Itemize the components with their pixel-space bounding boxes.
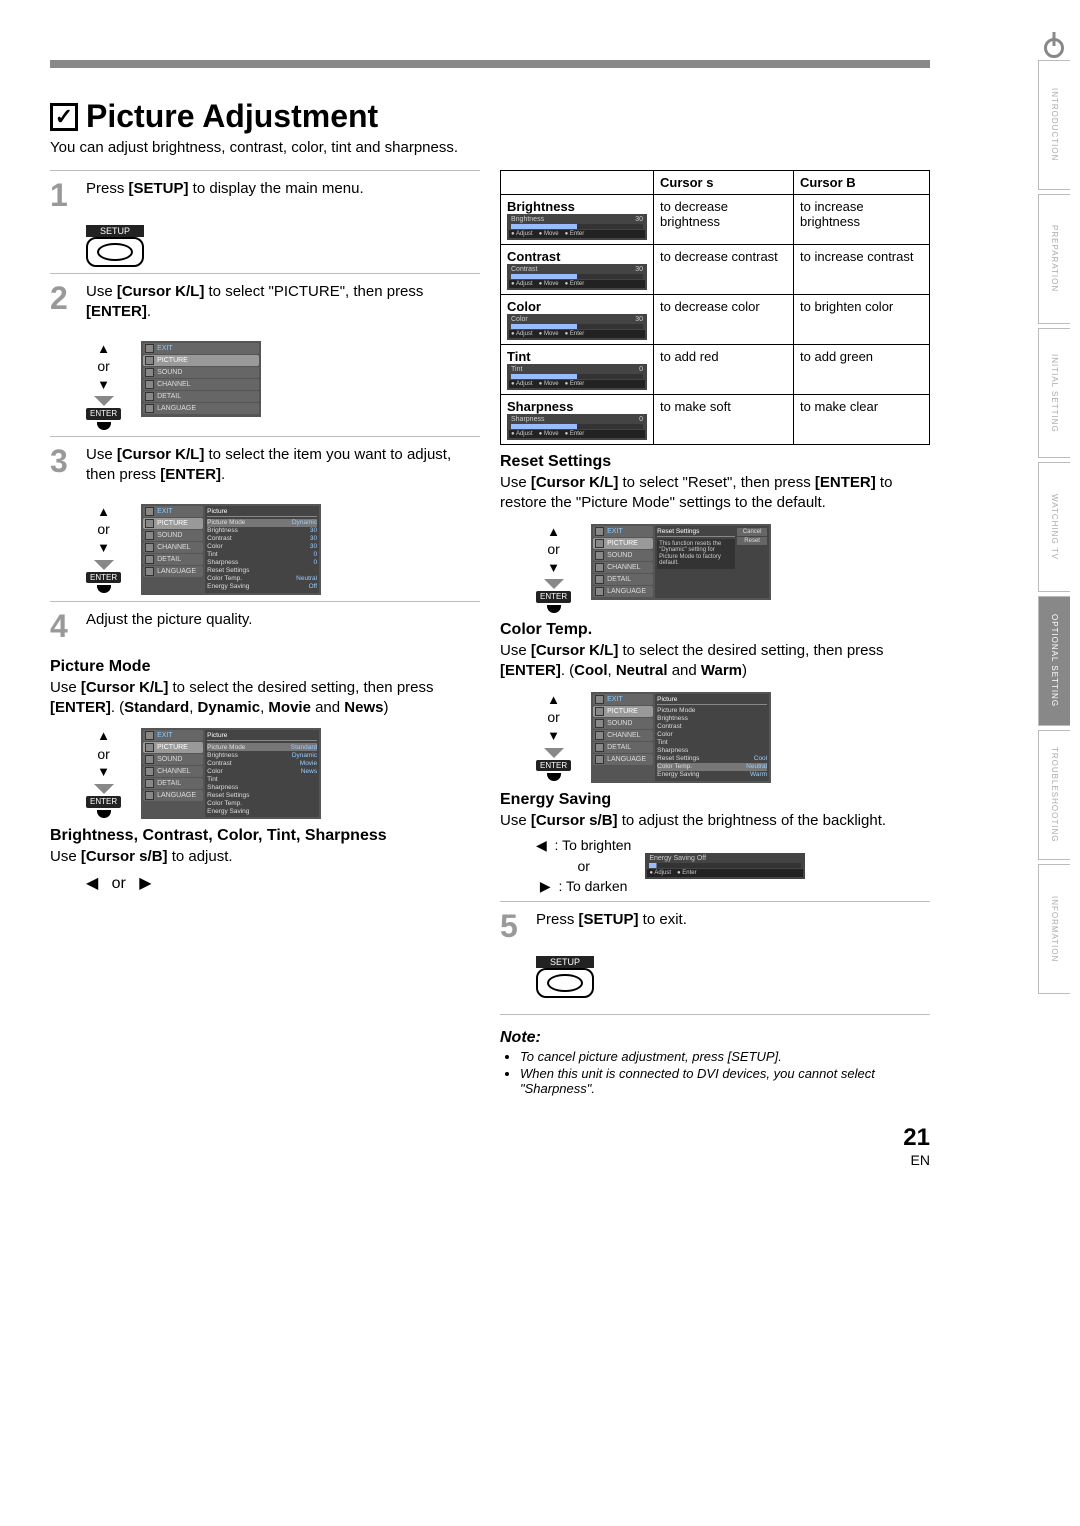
brightness-s: to decrease brightness bbox=[654, 195, 794, 245]
row-color-name: Color bbox=[507, 299, 541, 314]
contrast-b: to increase contrast bbox=[794, 245, 930, 295]
brightness-b: to increase brightness bbox=[794, 195, 930, 245]
bcts-text: Use [Cursor s/B] to adjust. bbox=[50, 847, 480, 867]
energy-or: or bbox=[577, 858, 589, 874]
tab-initial-setting[interactable]: INITIAL SETTING bbox=[1038, 328, 1070, 458]
cursor-arrows-3: ▲or▼ ENTER bbox=[86, 728, 121, 818]
adjust-table: Cursor s Cursor B Brightness Brightness3… bbox=[500, 170, 930, 445]
down-triangle-icon: ▼ bbox=[97, 377, 110, 393]
tab-optional-setting[interactable]: OPTIONAL SETTING bbox=[1038, 596, 1070, 726]
left-column: 1 Press [SETUP] to display the main menu… bbox=[50, 170, 480, 1098]
reset-cancel: Cancel bbox=[737, 528, 767, 536]
page-title: Picture Adjustment bbox=[86, 98, 378, 135]
tab-preparation[interactable]: PREPARATION bbox=[1038, 194, 1070, 324]
step-num-4: 4 bbox=[50, 610, 76, 642]
osd-picture-menu: EXIT PICTURE SOUND CHANNEL DETAIL LANGUA… bbox=[141, 504, 321, 595]
tint-bar: Tint0 AdjustMoveEnter bbox=[507, 364, 647, 390]
setup-label: SETUP bbox=[86, 225, 144, 237]
osd-picture-header: Picture bbox=[207, 508, 317, 517]
tint-b: to add green bbox=[794, 345, 930, 395]
energy-arrows: ◀ : To brighten or ▶ : To darken bbox=[536, 837, 631, 895]
enter-label: ENTER bbox=[86, 408, 121, 420]
reset-reset: Reset bbox=[737, 537, 767, 545]
brightness-bar: Brightness30 AdjustMoveEnter bbox=[507, 214, 647, 240]
row-tint-name: Tint bbox=[507, 349, 531, 364]
reset-osd-title: Reset Settings bbox=[657, 528, 735, 537]
setup-oval-icon bbox=[86, 237, 144, 267]
col-cursor-b: Cursor B bbox=[794, 171, 930, 195]
row-contrast-name: Contrast bbox=[507, 249, 560, 264]
note-1: To cancel picture adjustment, press [SET… bbox=[520, 1049, 930, 1064]
row-sharpness-name: Sharpness bbox=[507, 399, 573, 414]
osd-main-menu: EXIT PICTURE SOUND CHANNEL DETAIL LANGUA… bbox=[141, 341, 261, 417]
check-icon: ✓ bbox=[50, 103, 78, 131]
tab-watching-tv[interactable]: WATCHING TV bbox=[1038, 462, 1070, 592]
tab-troubleshooting[interactable]: TROUBLESHOOTING bbox=[1038, 730, 1070, 860]
osd-sound: SOUND bbox=[157, 369, 182, 376]
intro-text: You can adjust brightness, contrast, col… bbox=[50, 139, 930, 156]
contrast-bar: Contrast30 AdjustMoveEnter bbox=[507, 264, 647, 290]
osd-exit: EXIT bbox=[157, 345, 173, 352]
cursor-arrows-4: ▲or▼ ENTER bbox=[536, 524, 571, 614]
enter-knob-icon bbox=[97, 422, 111, 430]
color-temp-heading: Color Temp. bbox=[500, 621, 930, 639]
contrast-s: to decrease contrast bbox=[654, 245, 794, 295]
energy-text: Use [Cursor s/B] to adjust the brightnes… bbox=[500, 811, 930, 831]
lr-arrows: ◀ or ▶ bbox=[86, 873, 480, 893]
cursor-arrows-2: ▲or▼ ENTER bbox=[86, 504, 121, 594]
right-column: Cursor s Cursor B Brightness Brightness3… bbox=[500, 170, 930, 1098]
tint-s: to add red bbox=[654, 345, 794, 395]
osd-reset: EXIT PICTURE SOUND CHANNEL DETAIL LANGUA… bbox=[591, 524, 771, 600]
bcts-heading: Brightness, Contrast, Color, Tint, Sharp… bbox=[50, 827, 480, 845]
note-heading: Note: bbox=[500, 1029, 930, 1047]
osd-picture-mode: EXIT PICTURE SOUND CHANNEL DETAIL LANGUA… bbox=[141, 728, 321, 819]
osd-picture: PICTURE bbox=[157, 357, 188, 364]
setup-button-graphic-2: SETUP bbox=[536, 956, 594, 1004]
header-rule bbox=[50, 60, 930, 68]
note-2: When this unit is connected to DVI devic… bbox=[520, 1066, 930, 1096]
step-2-text: Use [Cursor K/L] to select "PICTURE", th… bbox=[86, 282, 480, 323]
step-1-text: Press [SETUP] to display the main menu. bbox=[86, 179, 364, 211]
energy-bar: Energy Saving Off AdjustEnter bbox=[645, 853, 805, 879]
step-num-5: 5 bbox=[500, 910, 526, 942]
col-cursor-s: Cursor s bbox=[654, 171, 794, 195]
or-label: or bbox=[97, 358, 109, 375]
osd-color-temp: EXIT PICTURE SOUND CHANNEL DETAIL LANGUA… bbox=[591, 692, 771, 783]
sharpness-b: to make clear bbox=[794, 395, 930, 445]
sharpness-s: to make soft bbox=[654, 395, 794, 445]
osd-language: LANGUAGE bbox=[157, 405, 196, 412]
energy-heading: Energy Saving bbox=[500, 791, 930, 809]
reset-text: Use [Cursor K/L] to select "Reset", then… bbox=[500, 473, 930, 514]
step-5-text: Press [SETUP] to exit. bbox=[536, 910, 687, 942]
step-num-1: 1 bbox=[50, 179, 76, 211]
osd-channel: CHANNEL bbox=[157, 381, 190, 388]
reset-osd-msg: This function resets the "Dynamic" setti… bbox=[657, 539, 735, 569]
step-4-text: Adjust the picture quality. bbox=[86, 610, 252, 642]
reset-heading: Reset Settings bbox=[500, 453, 930, 471]
step-num-3: 3 bbox=[50, 445, 76, 486]
down-hint-icon bbox=[94, 396, 114, 406]
picture-mode-heading: Picture Mode bbox=[50, 658, 480, 676]
energy-brighten: : To brighten bbox=[555, 837, 632, 853]
side-tabs: INTRODUCTION PREPARATION INITIAL SETTING… bbox=[1038, 60, 1070, 994]
step-3-text: Use [Cursor K/L] to select the item you … bbox=[86, 445, 480, 486]
cursor-arrows: ▲ or ▼ ENTER bbox=[86, 341, 121, 431]
sharpness-bar: Sharpness0 AdjustMoveEnter bbox=[507, 414, 647, 440]
color-temp-text: Use [Cursor K/L] to select the desired s… bbox=[500, 641, 930, 682]
row-brightness-name: Brightness bbox=[507, 199, 575, 214]
step-num-2: 2 bbox=[50, 282, 76, 323]
page-number: 21 EN bbox=[903, 1124, 930, 1168]
energy-darken: : To darken bbox=[558, 878, 627, 894]
picture-mode-text: Use [Cursor K/L] to select the desired s… bbox=[50, 678, 480, 719]
up-triangle-icon: ▲ bbox=[97, 341, 110, 357]
color-b: to brighten color bbox=[794, 295, 930, 345]
osd-detail: DETAIL bbox=[157, 393, 181, 400]
color-s: to decrease color bbox=[654, 295, 794, 345]
tab-introduction[interactable]: INTRODUCTION bbox=[1038, 60, 1070, 190]
tab-information[interactable]: INFORMATION bbox=[1038, 864, 1070, 994]
cursor-arrows-5: ▲or▼ ENTER bbox=[536, 692, 571, 782]
color-bar: Color30 AdjustMoveEnter bbox=[507, 314, 647, 340]
setup-button-graphic: SETUP bbox=[86, 225, 144, 273]
note-list: To cancel picture adjustment, press [SET… bbox=[512, 1049, 930, 1096]
